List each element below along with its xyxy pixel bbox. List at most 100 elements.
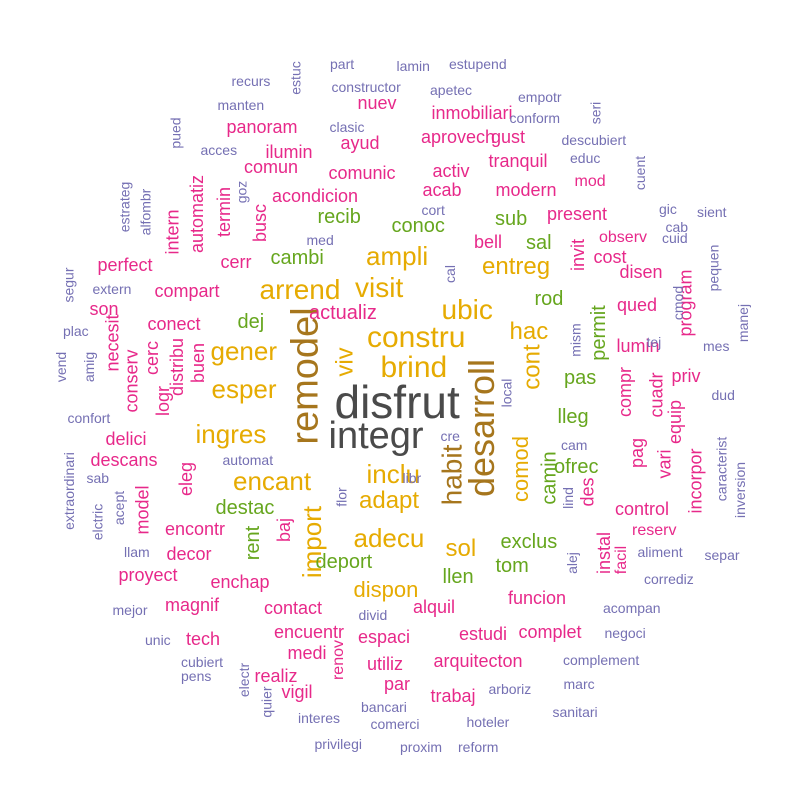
word-present: present (547, 204, 608, 224)
word-exclus: exclus (500, 531, 558, 553)
word-clasic: clasic (329, 119, 365, 135)
word-sub: sub (495, 208, 528, 230)
word-proyect: proyect (118, 565, 178, 585)
word-acept: acept (111, 490, 128, 526)
word-segur: segur (60, 267, 77, 303)
word-confort: confort (67, 410, 111, 426)
word-disfrut: disfrut (334, 376, 460, 428)
word-extraordinari: extraordinari (60, 452, 77, 530)
word-cuadr: cuadr (646, 372, 667, 418)
word-gener: gener (210, 336, 278, 366)
word-enchap: enchap (210, 572, 270, 592)
word-viv: viv (331, 347, 359, 377)
word-marc: marc (563, 676, 595, 692)
word-acondicion: acondicion (272, 186, 359, 206)
word-inversion: inversion (732, 461, 749, 519)
word-ofrec: ofrec (554, 456, 599, 478)
word-delici: delici (105, 429, 147, 449)
word-estuc: estuc (287, 61, 304, 95)
word-aliment: aliment (637, 544, 683, 560)
word-entreg: entreg (482, 253, 551, 280)
word-interes: interes (298, 710, 341, 726)
word-sol: sol (445, 535, 477, 562)
word-acces: acces (200, 142, 238, 158)
word-pas: pas (564, 367, 597, 389)
word-cubiert: cubiert (181, 654, 224, 670)
word-seri: seri (586, 101, 603, 125)
word-estudi: estudi (459, 624, 508, 644)
word-deport: deport (315, 551, 373, 573)
word-rent: rent (242, 525, 265, 561)
word-facil: facil (613, 545, 631, 575)
word-encuentr: encuentr (274, 622, 345, 642)
word-habit: habit (435, 444, 467, 506)
word-manten: manten (217, 97, 265, 113)
word-corrediz: corrediz (644, 571, 694, 587)
word-separ: separ (704, 547, 740, 563)
word-inmobiliari: inmobiliari (431, 103, 513, 123)
word-baj: baj (274, 517, 295, 543)
word-empotr: empotr (518, 89, 562, 105)
word-contact: contact (264, 598, 323, 618)
word-elctric: elctric (88, 503, 105, 541)
word-tranquil: tranquil (488, 151, 548, 171)
word-mod: mod (574, 173, 606, 190)
word-inclu: inclu (366, 459, 420, 489)
word-mism: mism (567, 323, 584, 357)
word-brind: brind (380, 351, 448, 384)
word-cal: cal (441, 265, 458, 283)
word-cerc: cerc (142, 340, 163, 376)
word-disen: disen (619, 262, 663, 282)
word-estrateg: estrateg (115, 181, 132, 233)
word-compr: compr (615, 366, 636, 418)
word-vend: vend (53, 351, 70, 383)
word-utiliz: utiliz (367, 654, 404, 674)
word-actualiz: actualiz (309, 302, 377, 324)
word-negoci: negoci (604, 625, 646, 641)
word-funcion: funcion (508, 588, 567, 608)
word-lleg: lleg (557, 406, 589, 428)
word-remodel: remodel (284, 307, 327, 445)
word-buen: buen (188, 342, 209, 384)
word-acab: acab (422, 180, 462, 200)
word-acompan: acompan (603, 600, 661, 616)
word-comod: comod (508, 435, 534, 503)
word-invit: invit (568, 238, 589, 272)
word-medi: medi (287, 643, 327, 663)
word-trabaj: trabaj (430, 686, 476, 706)
word-cort: cort (421, 202, 445, 218)
word-realiz: realiz (254, 666, 298, 686)
word-compart: compart (154, 281, 220, 301)
word-pued: pued (167, 117, 184, 149)
word-arquitecton: arquitecton (433, 651, 523, 671)
word-mes: mes (703, 338, 730, 354)
word-adecu: adecu (353, 523, 425, 553)
word-alej: alej (563, 552, 580, 574)
word-lumin: lumin (616, 336, 660, 356)
word-local: local (497, 378, 514, 408)
word-qued: qued (617, 295, 658, 315)
word-proxim: proxim (400, 739, 443, 755)
word-ayud: ayud (340, 133, 380, 153)
word-pens: pens (181, 668, 212, 684)
word-des: des (577, 477, 598, 507)
word-recib: recib (317, 206, 361, 228)
word-espaci: espaci (358, 627, 411, 647)
word-plac: plac (63, 323, 89, 339)
word-hac: hac (509, 318, 549, 345)
word-complement: complement (563, 652, 640, 668)
word-vigil: vigil (281, 682, 313, 702)
word-extern: extern (92, 281, 132, 297)
word-lind: lind (559, 487, 576, 509)
word-busc: busc (250, 203, 271, 243)
word-caracterist: caracterist (712, 436, 729, 502)
word-bancari: bancari (361, 699, 407, 715)
word-ampli: ampli (366, 241, 429, 271)
word-perfect: perfect (97, 255, 153, 275)
word-ingres: ingres (195, 419, 267, 449)
word-conoc: conoc (391, 215, 445, 237)
word-tech: tech (186, 629, 221, 649)
word-magnif: magnif (165, 595, 220, 615)
word-libr: libr (402, 470, 422, 486)
word-flor: flor (333, 487, 350, 507)
